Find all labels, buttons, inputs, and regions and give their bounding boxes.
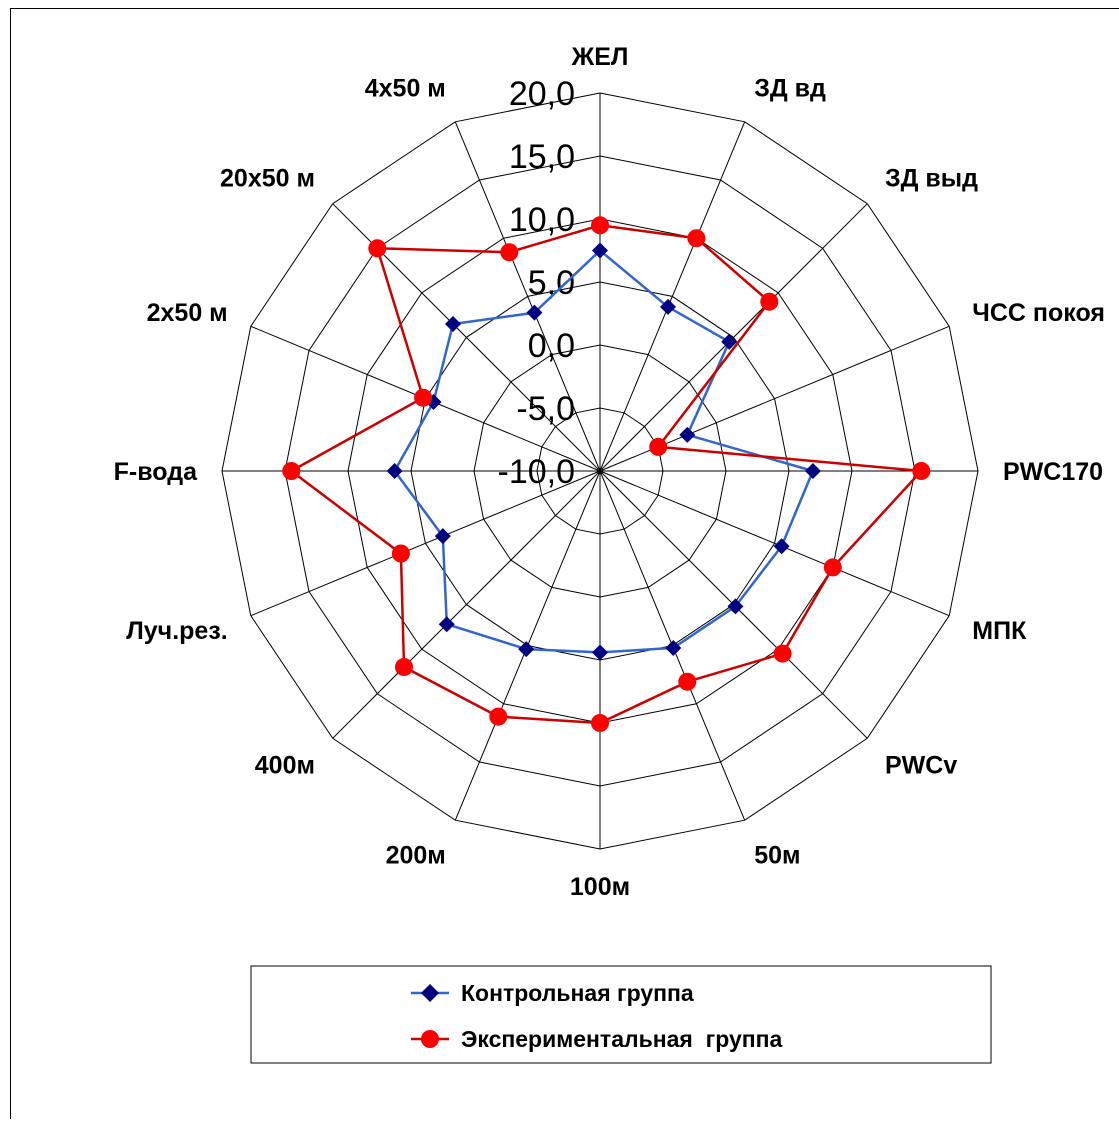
category-label: ЧСС покоя — [972, 299, 1105, 327]
legend-label-experimental: Экспериментальная группа — [461, 1026, 783, 1052]
category-label: МПК — [972, 617, 1027, 645]
data-point-diamond — [665, 639, 682, 656]
series-experimental — [282, 216, 931, 732]
data-point-circle — [678, 672, 697, 691]
tick-label: 20,0 — [509, 75, 575, 113]
data-point-circle — [368, 239, 387, 258]
data-point-circle — [687, 229, 706, 248]
category-label: 4х50 м — [365, 75, 446, 103]
category-label: ЖЕЛ — [571, 43, 629, 71]
legend-diamond-marker — [421, 984, 439, 1002]
data-point-circle — [649, 437, 668, 456]
category-label: ЗД выд — [885, 165, 978, 193]
grid-spoke — [332, 470, 601, 739]
data-point-circle — [391, 544, 410, 563]
data-point-circle — [912, 462, 931, 480]
data-point-diamond — [679, 426, 696, 443]
data-point-circle — [773, 644, 792, 663]
data-point-circle — [395, 658, 413, 676]
chart-frame: 20,0 15,0 10,0 5,0 0,0 -5,0 -10,0 ЖЕЛ ЗД вд ЗД в… — [10, 8, 1119, 1119]
series-line — [393, 249, 815, 654]
data-point-diamond — [434, 528, 451, 545]
legend-circle-marker — [421, 1030, 439, 1048]
tick-label: -10,0 — [498, 453, 576, 491]
category-label: 20х50 м — [220, 165, 315, 193]
series-layer — [282, 216, 931, 732]
legend-label-control: Контрольная группа — [461, 980, 694, 1006]
tick-label: 10,0 — [509, 201, 575, 239]
data-point-diamond — [518, 641, 535, 658]
data-point-diamond — [727, 598, 744, 615]
category-label: PWCv — [885, 751, 957, 779]
tick-label: 0,0 — [528, 327, 575, 365]
category-label: ЗД вд — [754, 75, 826, 103]
data-point-diamond — [592, 242, 608, 259]
data-point-circle — [823, 558, 842, 577]
data-point-diamond — [444, 315, 461, 332]
data-point-diamond — [804, 463, 821, 479]
category-label: 400м — [255, 751, 315, 779]
data-point-diamond — [438, 616, 455, 633]
data-point-circle — [282, 462, 301, 480]
category-label: Луч.рез. — [126, 617, 227, 645]
data-point-diamond — [386, 463, 403, 479]
data-point-circle — [489, 707, 508, 726]
grid-spoke — [250, 470, 601, 617]
data-point-diamond — [592, 644, 608, 661]
legend-box — [250, 965, 992, 1064]
radar-grid — [221, 92, 979, 850]
grid-spoke — [454, 121, 601, 472]
grid-spoke — [599, 203, 868, 472]
data-point-circle — [500, 243, 519, 262]
data-point-circle — [591, 714, 609, 732]
data-point-diamond — [721, 333, 738, 350]
data-point-diamond — [659, 298, 676, 315]
category-label: 100м — [570, 873, 630, 901]
data-point-diamond — [526, 304, 543, 321]
grid-spoke — [599, 121, 746, 472]
legend: Контрольная группа Экспериментальная гру… — [250, 965, 992, 1064]
series-control — [386, 242, 821, 661]
data-point-circle — [414, 388, 433, 407]
grid-spoke — [599, 470, 950, 617]
radial-tick-labels: 20,015,010,05,00,0-5,0-10,0 — [498, 75, 576, 491]
data-point-circle — [760, 292, 779, 311]
category-label: F-вода — [114, 458, 198, 486]
category-label: 50м — [754, 841, 800, 869]
category-label: 2х50 м — [147, 299, 228, 327]
category-label: 200м — [386, 841, 446, 869]
data-point-diamond — [773, 538, 790, 555]
data-point-circle — [591, 216, 609, 235]
tick-label: 15,0 — [509, 138, 575, 176]
tick-label: -5,0 — [516, 390, 575, 428]
category-label: PWC170 — [1003, 458, 1103, 486]
category-labels: ЖЕЛ ЗД вд ЗД выд ЧСС покоя PWC170 МПК PWCv 50м 1… — [114, 43, 1105, 901]
